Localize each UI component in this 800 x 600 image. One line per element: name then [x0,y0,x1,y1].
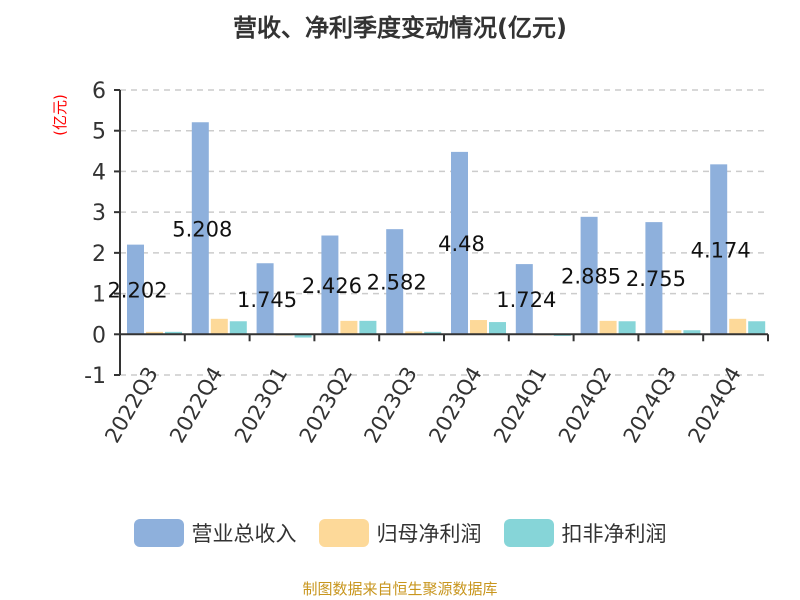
bar-2023Q4-s2 [489,322,506,335]
x-tick-label: 2023Q1 [230,363,292,447]
bar-2024Q4-s0 [710,164,728,335]
y-tick-label: 4 [92,160,106,185]
y-tick-label: -1 [84,364,106,389]
bar-2022Q3-s0 [127,244,144,335]
legend-swatch [318,519,369,547]
chart-title: 营收、净利季度变动情况(亿元) [233,14,567,42]
bar-2023Q2-s2 [359,320,377,335]
y-tick-label: 3 [92,201,106,226]
legend-item-net-profit[interactable]: 归母净利润 [318,518,482,548]
legend-label: 营业总收入 [191,522,297,546]
legend-item-deducted-profit[interactable]: 扣非净利润 [503,518,667,548]
bar-2023Q1-s0 [256,263,274,335]
data-label: 5.208 [172,217,232,241]
bar-2024Q2-s0 [580,216,598,335]
bar-2023Q2-s1 [340,320,358,335]
bar-2023Q4-s0 [451,151,468,335]
bar-2022Q4-s0 [191,122,209,335]
x-tick-label: 2023Q3 [359,363,421,447]
bar-2022Q3-s2 [165,331,182,335]
data-label: 2.202 [107,278,167,302]
data-label: 4.174 [691,238,751,262]
source-note: 制图数据来自恒生聚源数据库 [302,580,498,598]
data-label: 4.48 [438,232,485,256]
bar-2023Q1-s2 [294,334,312,338]
x-tick-label: 2022Q4 [165,363,227,447]
y-axis-label: (亿元) [51,94,69,136]
bar-2023Q3-s2 [424,331,442,335]
y-tick-label: 2 [92,242,106,267]
bar-2024Q1-s0 [515,264,533,335]
data-label: 1.745 [237,288,297,312]
bar-2022Q3-s1 [146,331,163,335]
legend: 营业总收入 归母净利润 扣非净利润 [0,518,800,548]
bar-2023Q2-s0 [321,235,339,335]
data-label: 2.755 [626,267,686,291]
bar-2022Q4-s2 [229,321,247,335]
bar-2024Q2-s2 [618,321,636,335]
bar-2024Q4-s1 [729,318,747,335]
legend-swatch [503,519,554,547]
bar-2023Q3-s0 [386,229,404,335]
bar-2023Q4-s1 [470,320,487,335]
bar-2024Q3-s0 [645,222,663,335]
data-label: 2.426 [302,274,362,298]
bar-2024Q3-s1 [664,330,682,335]
y-tick-label: 5 [92,120,106,145]
bar-2023Q3-s1 [405,331,423,335]
bar-2024Q3-s2 [683,330,701,335]
x-tick-label: 2023Q2 [295,363,357,447]
y-tick-label: 0 [92,323,106,348]
bar-2024Q2-s1 [599,320,617,335]
y-tick-label: 6 [92,79,106,104]
legend-item-revenue[interactable]: 营业总收入 [133,518,297,548]
legend-label: 扣非净利润 [561,522,667,546]
data-label: 1.724 [496,288,556,312]
data-label: 2.582 [367,271,427,295]
bar-2024Q4-s2 [748,321,766,335]
bar-2022Q4-s1 [210,318,228,335]
data-label: 2.885 [561,265,621,289]
legend-swatch [133,519,184,547]
y-tick-label: 1 [92,283,106,308]
legend-label: 归母净利润 [376,522,482,546]
